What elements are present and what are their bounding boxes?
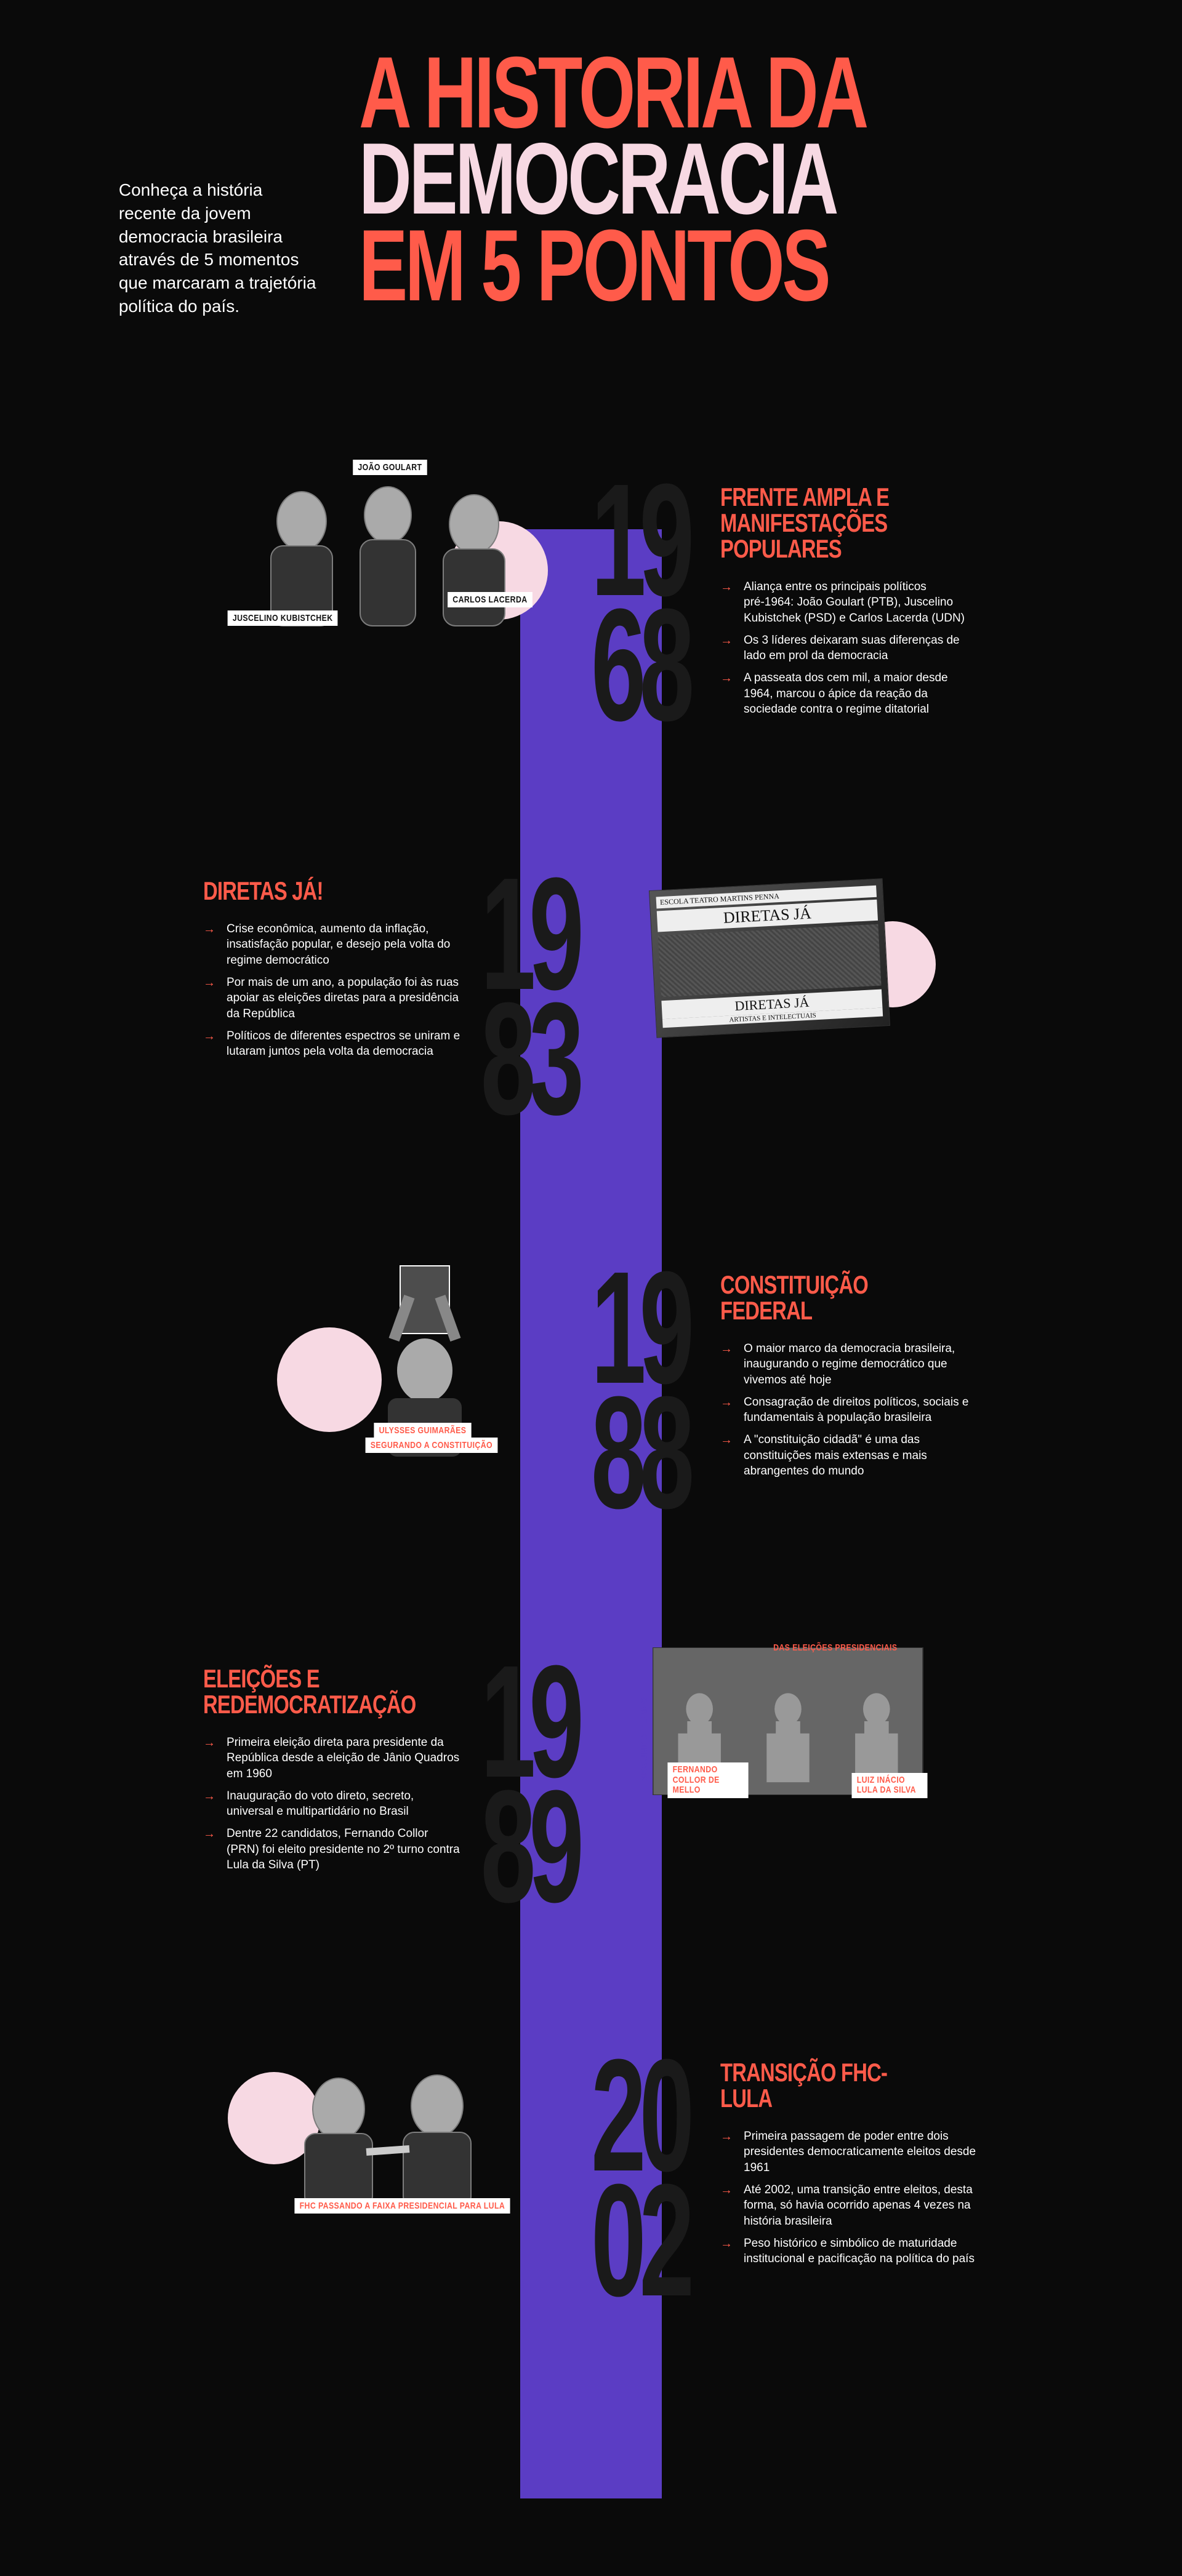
photo-tag: ULYSSES GUIMARÃES bbox=[374, 1423, 471, 1438]
bullet: Políticos de diferentes espectros se uni… bbox=[203, 1028, 462, 1060]
bullet: Primeira eleição direta para presidente … bbox=[203, 1735, 462, 1782]
year-label: 1983 bbox=[481, 872, 591, 1122]
image-card: ESCOLA TEATRO MARTINS PENNA DIRETAS JÁ D… bbox=[653, 884, 911, 1032]
image-card: ULYSSES GUIMARÃES SEGURANDO A CONSTITUIÇ… bbox=[308, 1260, 529, 1457]
bullet: Peso histórico e simbólico de maturidade… bbox=[720, 2236, 979, 2267]
photo-protest: ESCOLA TEATRO MARTINS PENNA DIRETAS JÁ D… bbox=[649, 878, 890, 1038]
section-title: ELEIÇÕES E REDEMOCRATIZAÇÃO bbox=[203, 1666, 405, 1718]
photo-tag: CARLOS LACERDA bbox=[448, 592, 533, 607]
photo-tag: JOÃO GOULART bbox=[353, 460, 427, 475]
image-card: SEGUNDO TURNO DAS ELEIÇÕES PRESIDENCIAIS… bbox=[653, 1647, 936, 1795]
infographic-root: Conheça a história recente da jovem demo… bbox=[0, 0, 1182, 2423]
bullet: Crise econômica, aumento da inflação, in… bbox=[203, 921, 462, 969]
intro-text: Conheça a história recente da jovem demo… bbox=[119, 49, 322, 318]
section-title: DIRETAS JÁ! bbox=[203, 878, 405, 904]
content-block: CONSTITUIÇÃO FEDERAL O maior marco da de… bbox=[720, 1272, 979, 1486]
bullet-list: Crise econômica, aumento da inflação, in… bbox=[203, 921, 462, 1060]
photo-tag: SEGURANDO A CONSTITUIÇÃO bbox=[366, 1438, 498, 1453]
top-label: DAS ELEIÇÕES PRESIDENCIAIS bbox=[774, 1642, 898, 1653]
photo-tag: FHC PASSANDO A FAIXA PRESIDENCIAL PARA L… bbox=[294, 2198, 510, 2214]
bullet: Dentre 22 candidatos, Fernando Collor (P… bbox=[203, 1826, 462, 1873]
timeline: 1968 FRENTE AMPLA E MANIFESTAÇÕES POPULA… bbox=[0, 454, 1182, 2423]
header: Conheça a história recente da jovem demo… bbox=[0, 0, 1182, 318]
bullet: A passeata dos cem mil, a maior desde 19… bbox=[720, 670, 979, 718]
year-label: 1988 bbox=[591, 1266, 701, 1516]
photo-tag: LUIZ INÁCIO LULA DA SILVA bbox=[852, 1773, 928, 1798]
photo-tag: JUSCELINO KUBISTCHEK bbox=[228, 610, 338, 626]
section-title: FRENTE AMPLA E MANIFESTAÇÕES POPULARES bbox=[720, 484, 922, 562]
bullet: Até 2002, uma transição entre eleitos, d… bbox=[720, 2182, 979, 2230]
content-block: FRENTE AMPLA E MANIFESTAÇÕES POPULARES A… bbox=[720, 484, 979, 724]
title-line-3: EM 5 PONTOS bbox=[359, 222, 866, 308]
side-label: SEGUNDO TURNO bbox=[639, 1697, 649, 1781]
section-title: TRANSIÇÃO FHC-LULA bbox=[720, 2060, 922, 2111]
year-label: 2002 bbox=[591, 2054, 701, 2303]
section-title: CONSTITUIÇÃO FEDERAL bbox=[720, 1272, 922, 1324]
bullet: O maior marco da democracia brasileira, … bbox=[720, 1341, 979, 1388]
bullet: Primeira passagem de poder entre dois pr… bbox=[720, 2129, 979, 2176]
bullet: Aliança entre os principais políticos pr… bbox=[720, 579, 979, 626]
bullet: Por mais de um ano, a população foi às r… bbox=[203, 975, 462, 1022]
photo-tag: FERNANDO COLLOR DE MELLO bbox=[667, 1762, 748, 1798]
bullet-list: O maior marco da democracia brasileira, … bbox=[720, 1341, 979, 1479]
content-block: TRANSIÇÃO FHC-LULA Primeira passagem de … bbox=[720, 2060, 979, 2273]
bullet: Os 3 líderes deixaram suas diferenças de… bbox=[720, 633, 979, 664]
bullet-list: Primeira eleição direta para presidente … bbox=[203, 1735, 462, 1873]
photo-fhc-lula bbox=[246, 2054, 529, 2214]
main-title: A HISTORIA DA DEMOCRACIA EM 5 PONTOS bbox=[359, 49, 1063, 318]
content-block: ELEIÇÕES E REDEMOCRATIZAÇÃO Primeira ele… bbox=[203, 1666, 462, 1879]
image-card: JOÃO GOULART JUSCELINO KUBISTCHEK CARLOS… bbox=[234, 466, 529, 638]
bullet-list: Aliança entre os principais políticos pr… bbox=[720, 579, 979, 718]
content-block: DIRETAS JÁ! Crise econômica, aumento da … bbox=[203, 878, 462, 1066]
bullet: Consagração de direitos políticos, socia… bbox=[720, 1394, 979, 1426]
year-label: 1989 bbox=[481, 1660, 591, 1910]
bullet: Inauguração do voto direto, secreto, uni… bbox=[203, 1788, 462, 1820]
bullet: A "constituição cidadã" é uma das consti… bbox=[720, 1432, 979, 1479]
image-card: FHC PASSANDO A FAIXA PRESIDENCIAL PARA L… bbox=[246, 2054, 529, 2214]
year-label: 1968 bbox=[591, 478, 701, 728]
bullet-list: Primeira passagem de poder entre dois pr… bbox=[720, 2129, 979, 2267]
